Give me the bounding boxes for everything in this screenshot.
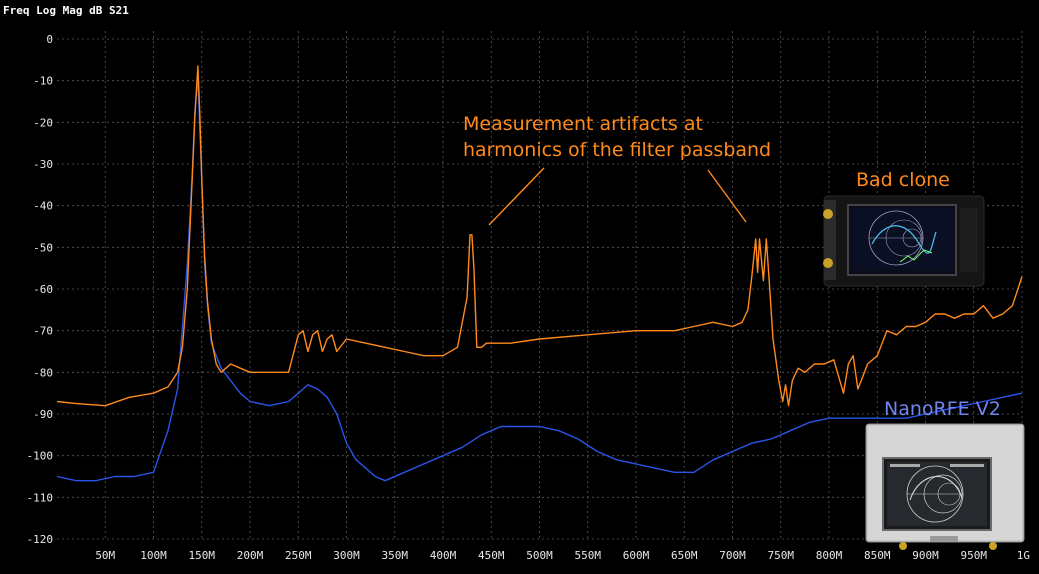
artifacts-annotation-line1: Measurement artifacts at (463, 113, 703, 135)
series-layer (56, 65, 1023, 482)
x-axis-ticks: 50M 100M 150M 200M 250M 300M 350M 400M 450M 500M 5… (95, 549, 1030, 562)
x-tick-label: 300M (333, 549, 360, 562)
y-tick-label: -20 (33, 116, 53, 129)
x-tick-label: 600M (623, 549, 650, 562)
x-tick-label: 250M (285, 549, 312, 562)
x-tick-label: 850M (864, 549, 891, 562)
x-tick-label: 150M (189, 549, 216, 562)
series-line-bad-clone (56, 65, 1023, 407)
bad-clone-label: Bad clone (856, 169, 950, 191)
x-tick-label: 550M (575, 549, 602, 562)
artifact-pointer-left (488, 167, 545, 226)
x-tick-label: 750M (768, 549, 795, 562)
x-tick-label: 800M (816, 549, 843, 562)
x-tick-label: 950M (961, 549, 988, 562)
grid-layer (57, 31, 1023, 540)
x-tick-label: 900M (912, 549, 939, 562)
x-tick-label: 650M (671, 549, 698, 562)
x-tick-label: 350M (382, 549, 409, 562)
y-tick-label: -60 (33, 283, 53, 296)
y-tick-label: -10 (33, 75, 53, 88)
y-tick-label: -100 (27, 450, 54, 463)
y-tick-label: -30 (33, 158, 53, 171)
y-tick-label: -120 (27, 533, 54, 546)
nanorfe-device-photo (865, 423, 1025, 550)
artifacts-annotation-line2: harmonics of the filter passband (463, 139, 771, 161)
y-tick-label: -70 (33, 325, 53, 338)
bad-clone-device-photo (823, 195, 985, 287)
x-tick-label: 500M (526, 549, 553, 562)
x-tick-label: 100M (140, 549, 167, 562)
x-tick-label: 200M (237, 549, 264, 562)
x-tick-label: 450M (478, 549, 505, 562)
y-tick-label: -80 (33, 366, 53, 379)
artifact-pointer-right (707, 169, 747, 223)
x-tick-label: 1G (1017, 549, 1030, 562)
y-tick-label: -110 (27, 491, 54, 504)
y-tick-label: -40 (33, 200, 53, 213)
nanorfe-label: NanoRFE V2 (884, 398, 1001, 420)
y-tick-label: -90 (33, 408, 53, 421)
x-tick-label: 400M (430, 549, 457, 562)
x-tick-label: 700M (719, 549, 746, 562)
y-tick-label: -50 (33, 241, 53, 254)
x-tick-label: 50M (95, 549, 115, 562)
y-tick-label: 0 (46, 33, 53, 46)
y-axis-ticks: 0 -10 -20 -30 -40 -50 -60 -70 -80 -90 -100 -110 -120 (27, 33, 54, 546)
chart-title: Freq Log Mag dB S21 (3, 4, 129, 17)
